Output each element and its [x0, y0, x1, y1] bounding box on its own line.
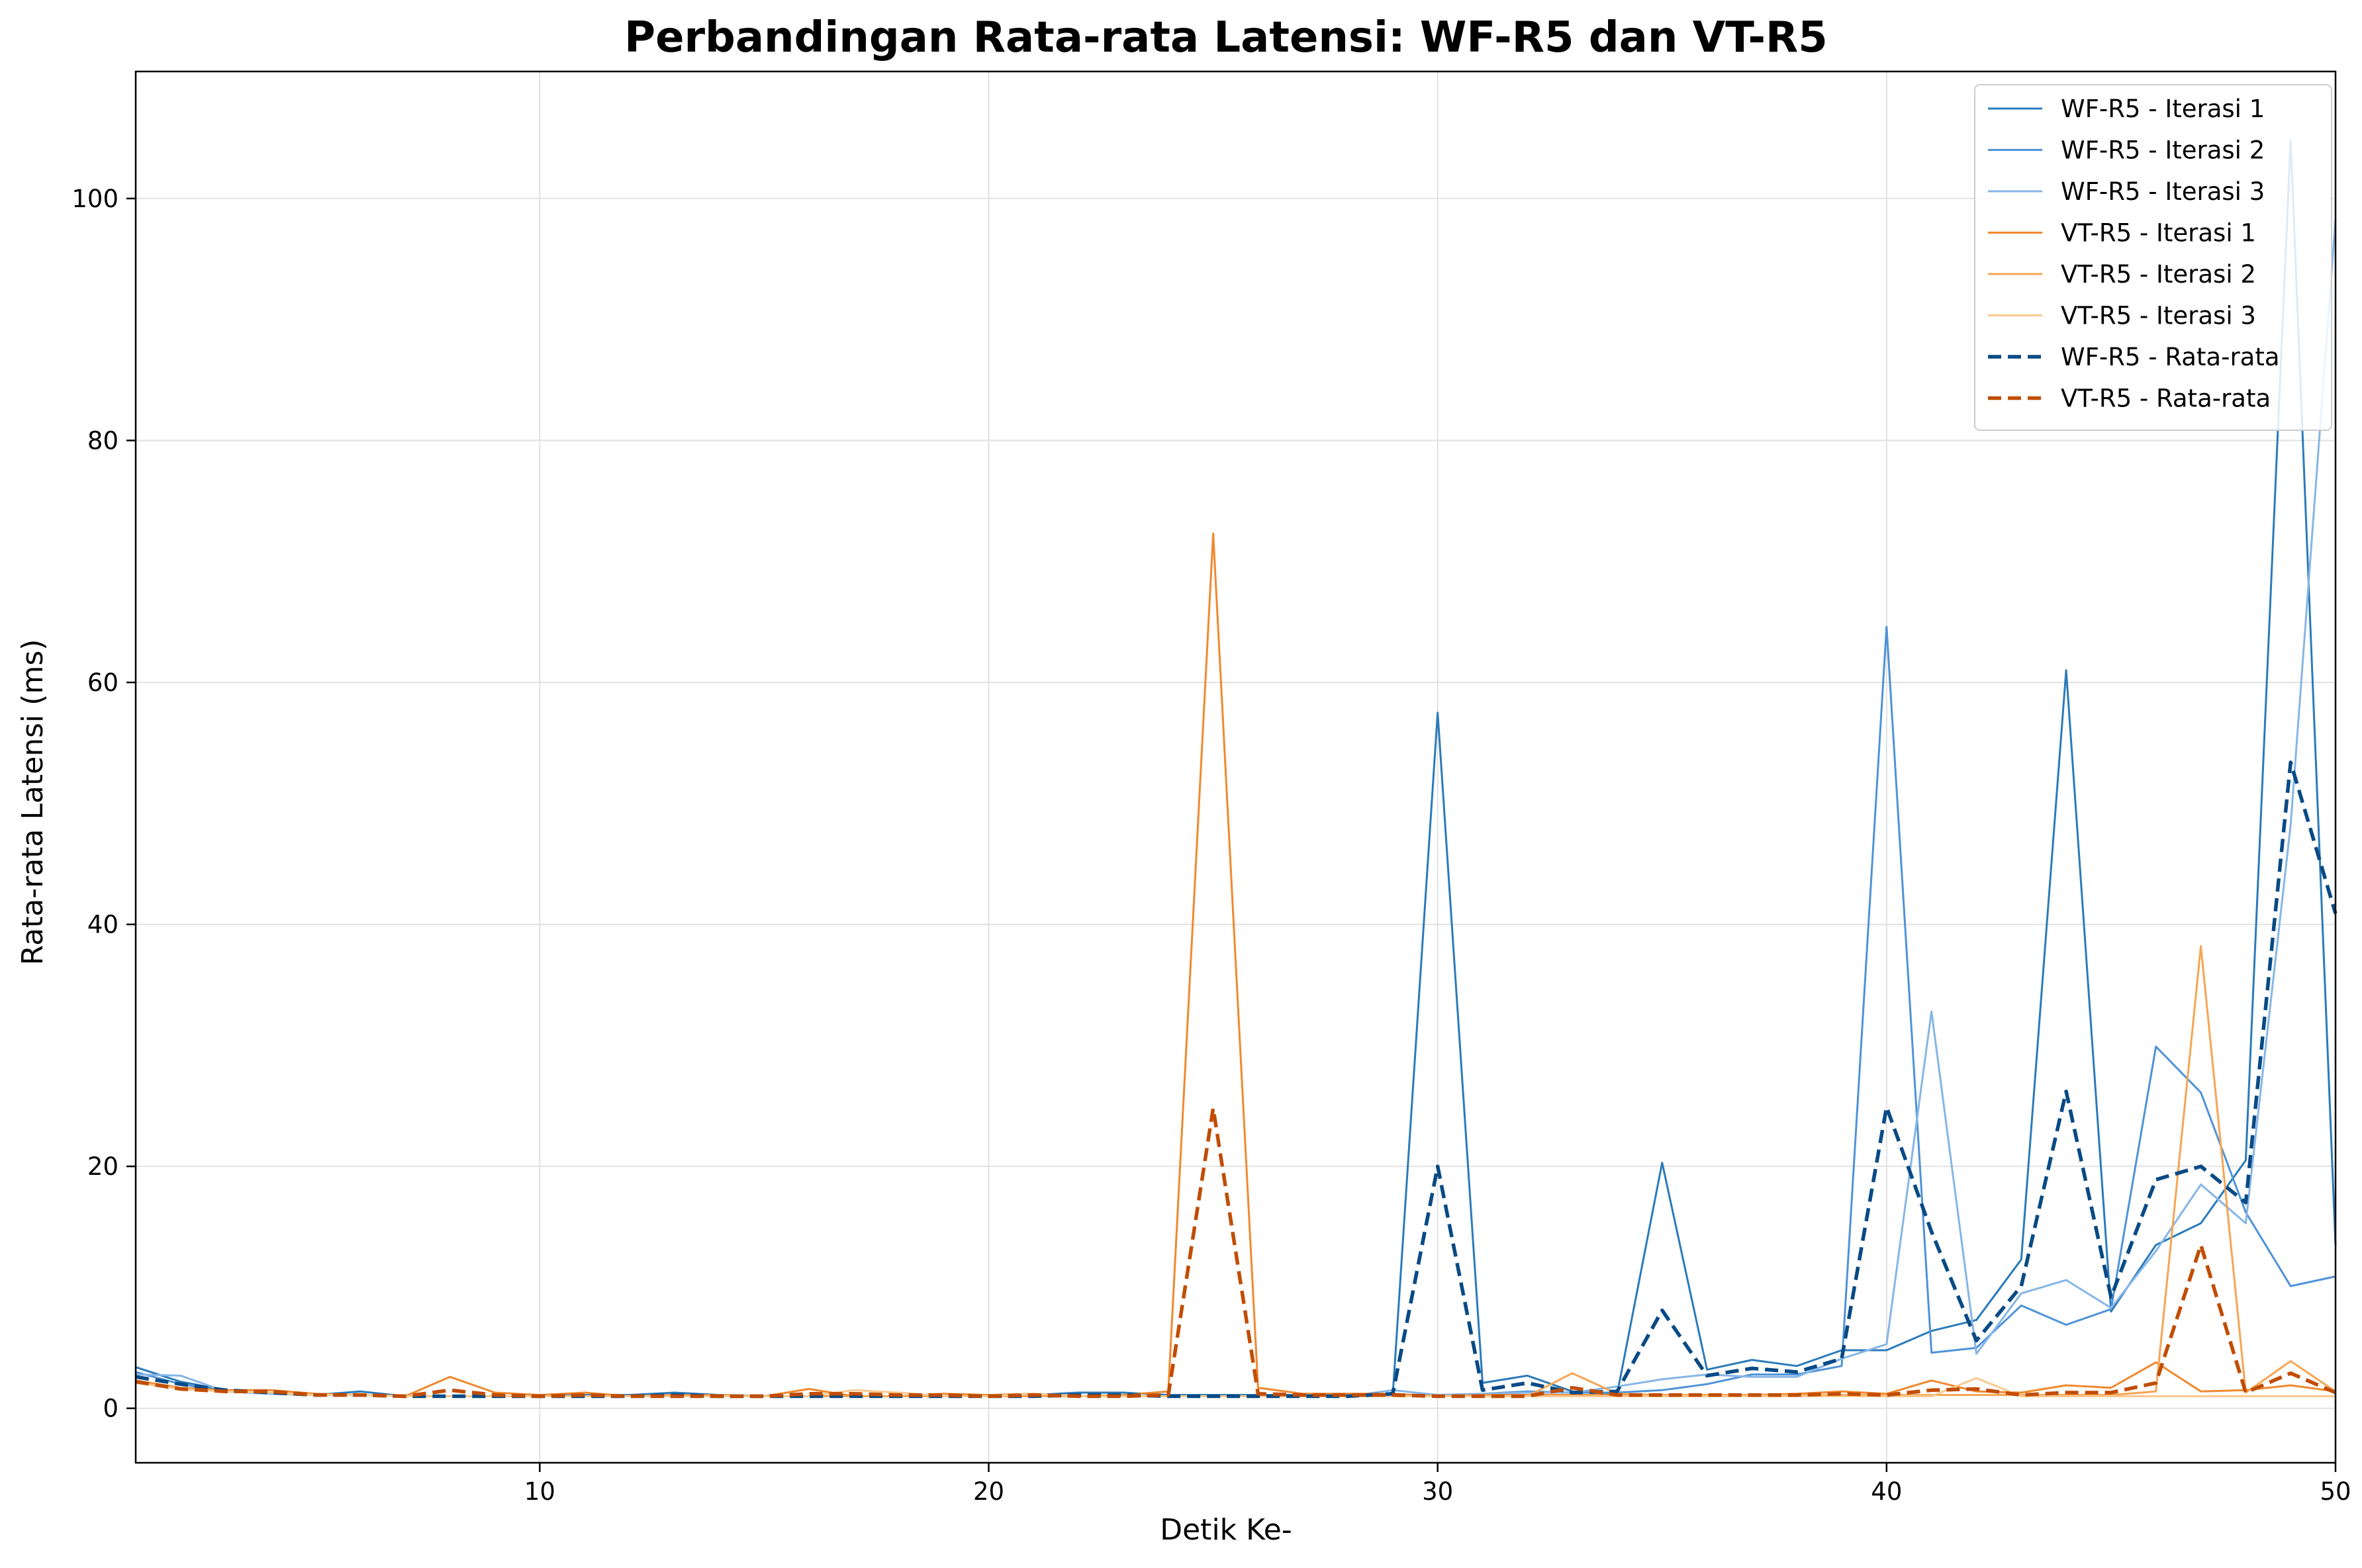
legend-label: VT-R5 - Iterasi 2 — [2061, 260, 2256, 289]
legend-label: WF-R5 - Iterasi 1 — [2061, 95, 2265, 123]
x-tick-label: 40 — [1871, 1477, 1902, 1506]
series-layer — [135, 139, 2338, 1399]
legend-label: WF-R5 - Iterasi 2 — [2061, 136, 2265, 165]
plot-frame — [134, 70, 2337, 1464]
legend-box — [1974, 84, 2332, 431]
legend-label: VT-R5 - Rata-rata — [2061, 385, 2271, 413]
series-line-7 — [135, 1106, 2337, 1399]
legend-label: WF-R5 - Iterasi 3 — [2061, 177, 2265, 206]
y-tick-label: 80 — [87, 426, 118, 455]
x-axis-label: Detik Ke- — [1160, 1513, 1292, 1547]
y-tick-label: 0 — [103, 1395, 118, 1423]
legend-label: VT-R5 - Iterasi 1 — [2061, 219, 2256, 248]
legend-label: WF-R5 - Rata-rata — [2061, 343, 2280, 371]
y-tick-label: 40 — [87, 911, 118, 939]
axis-ticks: 10 20 30 40 50 0 20 40 60 80 100 — [71, 185, 2351, 1506]
y-tick-label: 20 — [87, 1152, 118, 1181]
chart-title: Perbandingan Rata-rata Latensi: WF-R5 da… — [624, 13, 1828, 62]
x-tick-label: 20 — [973, 1477, 1004, 1506]
y-axis-label: Rata-rata Latensi (ms) — [16, 639, 50, 966]
x-tick-label: 10 — [524, 1477, 555, 1506]
x-tick-label: 50 — [2320, 1477, 2351, 1506]
x-tick-label: 30 — [1422, 1477, 1453, 1506]
y-tick-label: 60 — [87, 669, 118, 697]
y-tick-label: 100 — [71, 185, 118, 213]
legend-label: VT-R5 - Iterasi 3 — [2061, 302, 2256, 330]
legend: WF-R5 - Iterasi 1 WF-R5 - Iterasi 2 WF-R5 … — [1974, 84, 2332, 431]
grid — [136, 71, 2336, 1463]
